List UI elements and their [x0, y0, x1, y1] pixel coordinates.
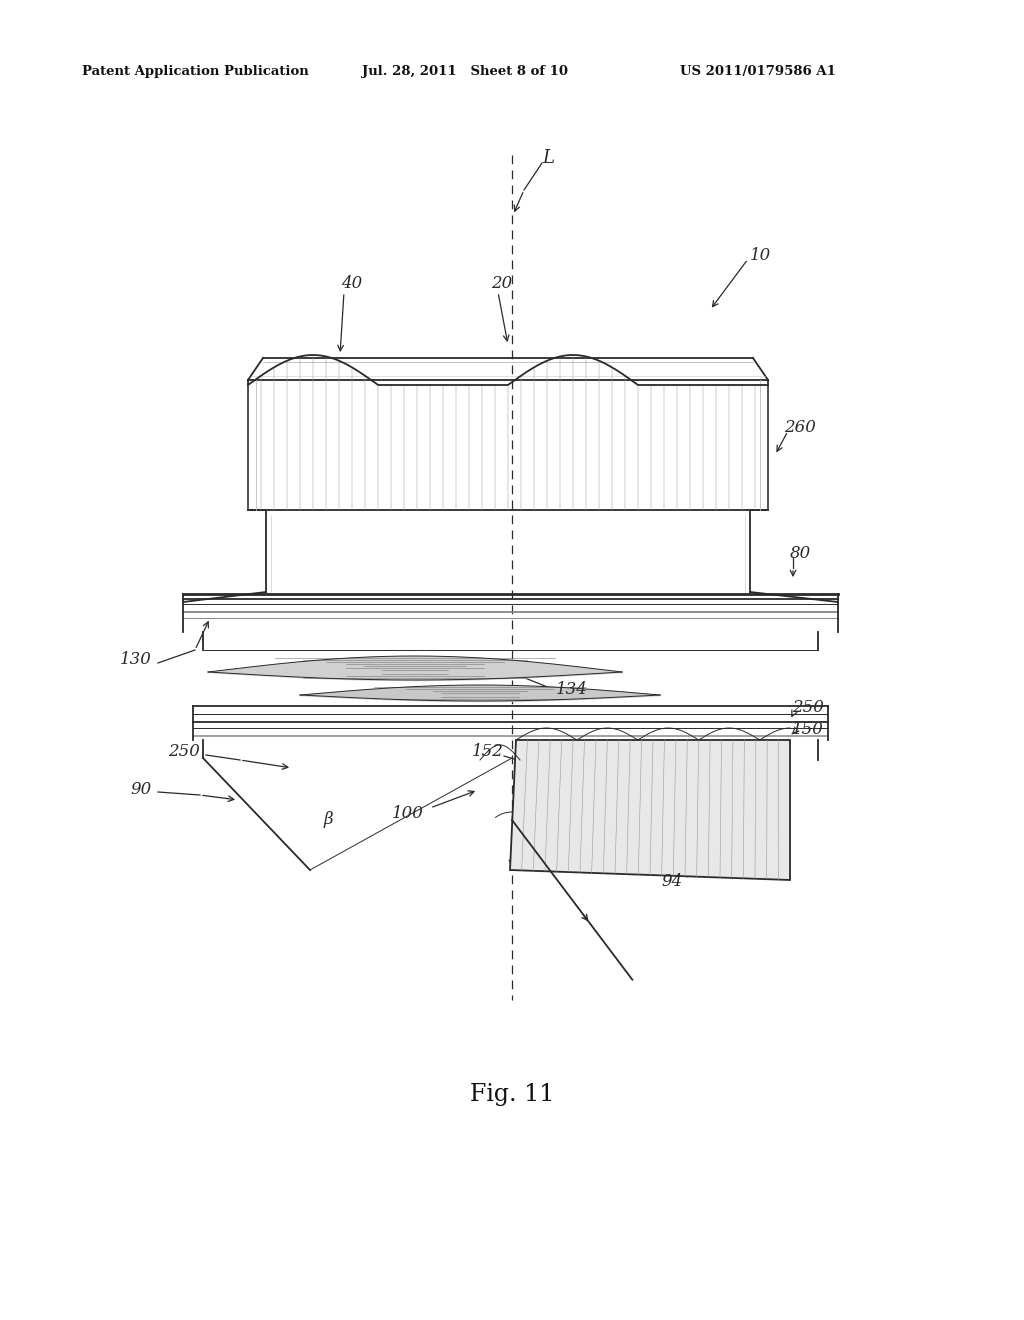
- Text: 20: 20: [492, 275, 513, 292]
- Text: 100: 100: [392, 804, 424, 821]
- Text: 80: 80: [790, 544, 811, 561]
- Text: Fig. 11: Fig. 11: [470, 1084, 554, 1106]
- Text: 94: 94: [662, 874, 683, 891]
- Text: 10: 10: [750, 247, 771, 264]
- Text: 130: 130: [120, 651, 152, 668]
- Text: 90: 90: [131, 781, 152, 799]
- Text: 40: 40: [341, 275, 362, 292]
- Text: 250: 250: [792, 700, 824, 717]
- Text: 150: 150: [792, 722, 824, 738]
- Text: Patent Application Publication: Patent Application Publication: [82, 66, 309, 78]
- Text: β: β: [324, 812, 333, 829]
- Text: 250: 250: [168, 743, 200, 760]
- Text: L: L: [542, 149, 554, 168]
- Text: 260: 260: [784, 418, 816, 436]
- Polygon shape: [510, 741, 790, 880]
- Text: 152: 152: [472, 743, 504, 760]
- Text: 134: 134: [556, 681, 588, 698]
- Text: US 2011/0179586 A1: US 2011/0179586 A1: [680, 66, 836, 78]
- Text: Jul. 28, 2011   Sheet 8 of 10: Jul. 28, 2011 Sheet 8 of 10: [362, 66, 568, 78]
